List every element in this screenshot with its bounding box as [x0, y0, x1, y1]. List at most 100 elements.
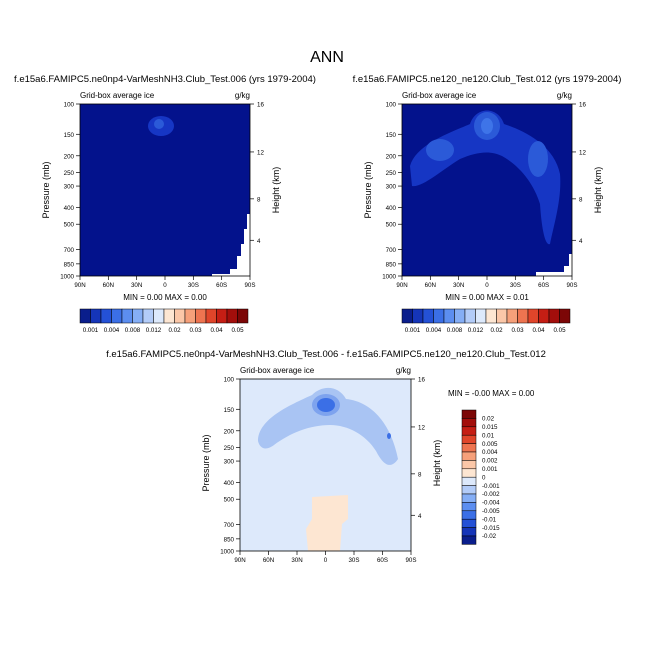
colorbar-label: 0.02	[490, 327, 503, 334]
colorbar-label: 0.012	[146, 327, 162, 334]
panel-2-plot: 100 150 200 250 300 400 500 700 850 1000 16 12 8 4 90N…	[382, 102, 586, 290]
colorbar-swatch	[461, 476, 477, 486]
x-tick-label: 0	[163, 282, 167, 289]
y-right-tick-label: 8	[579, 196, 583, 203]
colorbar-label: 0.005	[482, 441, 498, 448]
x-tick-label: 60N	[425, 282, 436, 289]
colorbar-label: 0.012	[468, 327, 484, 334]
y-right-tick-label: 16	[579, 102, 586, 109]
colorbar-swatch	[461, 502, 477, 512]
panel-1-minmax: MIN = 0.00 MAX = 0.00	[123, 293, 207, 302]
colorbar-swatch	[461, 426, 477, 436]
colorbar-label: 0.01	[482, 432, 495, 439]
colorbar-label: -0.001	[482, 483, 500, 490]
colorbar-label: -0.002	[482, 491, 500, 498]
x-tick-label: 60S	[377, 557, 388, 564]
panel-3-minmax: MIN = -0.00 MAX = 0.00	[448, 389, 535, 398]
x-tick-label: 90N	[234, 557, 245, 564]
y-tick-label: 1000	[60, 274, 74, 281]
plot-frame	[79, 103, 251, 277]
colorbar-swatch	[422, 308, 434, 324]
topography-mask	[536, 254, 572, 276]
panel-1-colorbar: 0.001 0.004 0.008 0.012 0.02 0.03 0.04 0.05	[79, 308, 249, 334]
y-tick-label: 700	[386, 247, 397, 254]
colorbar-swatch	[461, 460, 477, 470]
colorbar-swatch	[461, 443, 477, 453]
panel-1: f.e15a6.FAMIPC5.ne0np4-VarMeshNH3.Club_T…	[14, 74, 316, 334]
y-tick-label: 850	[386, 261, 397, 268]
colorbar-swatch	[496, 308, 508, 324]
colorbar-swatch	[461, 409, 477, 419]
ice-contour-right	[528, 141, 548, 177]
y-tick-label: 850	[64, 261, 75, 268]
ice-contour-left	[426, 139, 454, 161]
colorbar-swatch	[461, 510, 477, 520]
diff-positive-region	[306, 495, 348, 551]
colorbar-label: 0.04	[210, 327, 223, 334]
x-tick-label: 0	[324, 557, 328, 564]
y-tick-label: 500	[386, 222, 397, 229]
colorbar-label: 0.004	[426, 327, 442, 334]
panel-2-colorbar: 0.001 0.004 0.008 0.012 0.02 0.03 0.04 0.05	[401, 308, 571, 334]
panel-1-ylabel-right: Height (km)	[271, 167, 281, 214]
colorbar-swatch	[401, 308, 413, 324]
y-tick-label: 100	[224, 377, 235, 384]
x-tick-label: 60N	[263, 557, 274, 564]
y-tick-label: 400	[386, 205, 397, 212]
y-tick-label: 200	[386, 153, 397, 160]
colorbar-label: -0.004	[482, 500, 500, 507]
colorbar-swatch	[100, 308, 112, 324]
colorbar-label: 0.05	[231, 327, 244, 334]
colorbar-swatch	[461, 527, 477, 537]
page-title: ANN	[310, 49, 344, 66]
colorbar-swatch	[461, 434, 477, 444]
y-tick-label: 1000	[220, 549, 234, 556]
x-tick-label: 90S	[244, 282, 255, 289]
colorbar-swatch	[548, 308, 560, 324]
panel-2-title: f.e15a6.FAMIPC5.ne120_ne120.Club_Test.01…	[353, 74, 622, 85]
y-right-tick-label: 12	[257, 149, 264, 156]
y-right-tick-label: 8	[418, 471, 422, 478]
colorbar-swatch	[485, 308, 497, 324]
plot-frame	[239, 378, 412, 552]
colorbar-label: 0.04	[532, 327, 545, 334]
ice-contour-max	[481, 118, 493, 134]
colorbar-swatch	[443, 308, 455, 324]
panel-1-plot: 100 150 200 250 300 400 500 700 850 1000 16 12 8 4 90N…	[60, 102, 264, 290]
x-tick-label: 30S	[188, 282, 199, 289]
y-tick-label: 150	[224, 407, 235, 414]
y-tick-label: 400	[224, 480, 235, 487]
colorbar-swatch	[433, 308, 445, 324]
y-right-tick-label: 12	[579, 149, 586, 156]
panel-2: f.e15a6.FAMIPC5.ne120_ne120.Club_Test.01…	[353, 74, 622, 334]
panel-1-right-label: g/kg	[235, 91, 250, 100]
colorbar-swatch	[461, 493, 477, 503]
panel-1-title: f.e15a6.FAMIPC5.ne0np4-VarMeshNH3.Club_T…	[14, 74, 316, 85]
colorbar-swatch	[121, 308, 133, 324]
panel-2-left-label: Grid-box average ice	[402, 91, 477, 100]
y-right-tick-label: 4	[418, 513, 422, 520]
colorbar-swatch	[461, 485, 477, 495]
colorbar-label: 0.002	[482, 458, 498, 465]
y-right-tick-label: 4	[257, 238, 261, 245]
y-tick-label: 300	[386, 184, 397, 191]
ice-contour-core	[154, 119, 164, 129]
colorbar-swatch	[163, 308, 175, 324]
colorbar-swatch	[475, 308, 487, 324]
colorbar-swatch	[538, 308, 550, 324]
colorbar-swatch	[79, 308, 91, 324]
panel-3-right-label: g/kg	[396, 366, 411, 375]
y-right-tick-label: 16	[418, 377, 425, 384]
colorbar-swatch	[205, 308, 217, 324]
colorbar-swatch	[184, 308, 196, 324]
colorbar-swatch	[90, 308, 102, 324]
y-tick-label: 700	[224, 522, 235, 529]
colorbar-swatch	[517, 308, 529, 324]
y-tick-label: 500	[224, 497, 235, 504]
y-tick-label: 300	[224, 459, 235, 466]
y-tick-label: 300	[64, 184, 75, 191]
diff-contour-spot	[387, 433, 391, 439]
panel-3-ylabel-right: Height (km)	[432, 440, 442, 487]
colorbar-label: -0.015	[482, 525, 500, 532]
